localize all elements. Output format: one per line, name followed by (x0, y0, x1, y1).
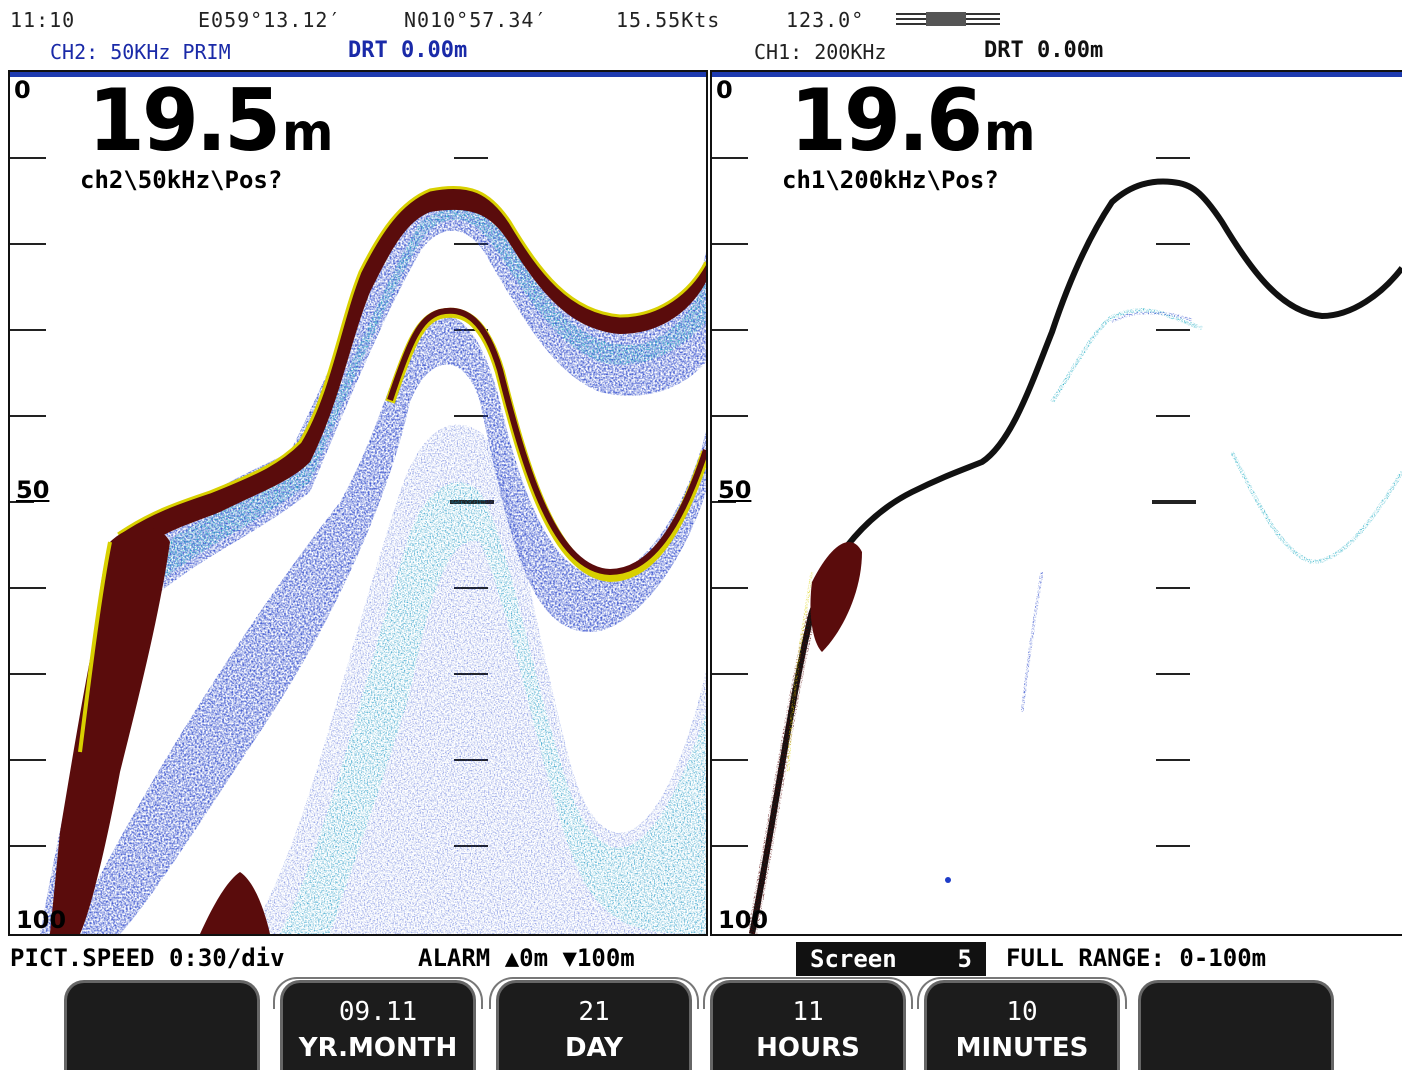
left-scale-mid: 50 (16, 476, 50, 504)
right-panel-topline (712, 72, 1402, 77)
heading-readout: 123.0° (786, 8, 865, 32)
status-flags-icon (896, 10, 1000, 28)
softkey-minutes-label: MINUTES (955, 1033, 1089, 1063)
softkey-hours-label: HOURS (756, 1033, 860, 1063)
right-scale-top: 0 (716, 76, 733, 104)
right-scale-bottom: 100 (718, 906, 769, 934)
left-scale-bottom: 100 (16, 906, 67, 934)
left-channel-label: CH2: 50KHz PRIM (50, 40, 231, 64)
softkey-6[interactable] (1138, 980, 1334, 1070)
softkey-day-value: 21 (578, 997, 610, 1027)
right-scale-mid: 50 (718, 476, 752, 504)
softkey-day-label: DAY (564, 1033, 624, 1063)
alarm-readout: ALARM ▲0m ▼100m (418, 944, 635, 972)
speed-readout: 15.55Kts (616, 8, 721, 32)
left-echogram-panel[interactable]: 0 50 100 19.5m ch2\50kHz\Pos? (8, 70, 708, 936)
softkey-year-month-value: 09.11 (338, 997, 418, 1027)
latitude-readout: N010°57.34′ (404, 8, 548, 32)
right-channel-label: CH1: 200KHz (754, 40, 887, 64)
right-channel-caption: ch1\200kHz\Pos? (782, 166, 999, 194)
right-depth-readout: 19.6m (790, 71, 1036, 171)
softkey-minutes-value: 10 (1006, 997, 1038, 1027)
full-range-readout: FULL RANGE: 0-100m (1006, 944, 1267, 972)
right-draft-readout: DRT 0.00m (984, 38, 1104, 63)
picture-speed-readout: PICT.SPEED 0:30/div (10, 944, 285, 972)
softkey-minutes[interactable]: 10 MINUTES (917, 977, 1127, 1070)
left-panel-topline (10, 72, 706, 77)
left-draft-readout: DRT 0.00m (348, 38, 468, 63)
softkey-1[interactable] (64, 980, 260, 1070)
time-readout: 11:10 (10, 8, 76, 32)
right-echogram-panel[interactable]: 0 50 100 19.6m ch1\200kHz\Pos? (710, 70, 1402, 936)
screen-number: 5 (957, 945, 972, 973)
screen-label: Screen (810, 945, 897, 973)
left-depth-readout: 19.5m (88, 71, 334, 171)
left-channel-caption: ch2\50kHz\Pos? (80, 166, 283, 194)
right-echogram (712, 157, 1402, 934)
screen-indicator: Screen 5 (796, 942, 986, 976)
softkey-year-month-label: YR.MONTH (298, 1033, 458, 1063)
softkey-day[interactable]: 21 DAY (489, 977, 699, 1070)
softkey-hours[interactable]: 11 HOURS (703, 977, 913, 1070)
left-scale-top: 0 (14, 76, 31, 104)
left-echogram (10, 157, 706, 934)
longitude-readout: E059°13.12′ (198, 8, 342, 32)
softkey-hours-value: 11 (792, 997, 824, 1027)
softkey-year-month[interactable]: 09.11 YR.MONTH (273, 977, 483, 1070)
